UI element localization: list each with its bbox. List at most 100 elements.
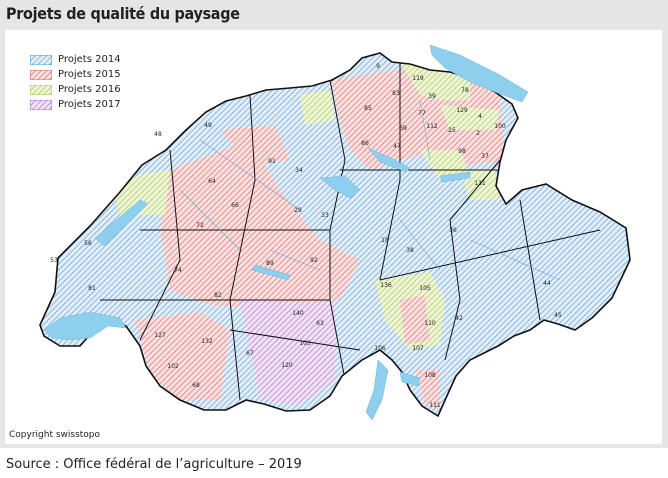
region-label: 39 <box>428 93 436 100</box>
region-projets-2015 <box>135 312 230 400</box>
region-label: 85 <box>364 105 372 112</box>
region-label: 66 <box>231 202 239 209</box>
region-label: 69 <box>399 125 407 132</box>
lake-walensee <box>439 171 471 183</box>
map-switzerland: 9 119 83 78 39 85 77 129 4 100 69 2 112 25 47 86 98 37 131… <box>5 30 662 444</box>
region-label: 42 <box>455 315 463 322</box>
legend-label: Projets 2014 <box>58 54 121 65</box>
region-label: 78 <box>461 87 469 94</box>
region-label: 37 <box>481 153 489 160</box>
region-label: 48 <box>154 131 162 138</box>
region-label: 89 <box>266 260 274 267</box>
region-projets-2015 <box>400 295 430 345</box>
region-label: 91 <box>268 158 276 165</box>
lake-lugano <box>399 371 421 387</box>
legend: Projets 2014 Projets 2015 Projets 2016 P… <box>30 52 121 112</box>
district-border <box>179 189 241 251</box>
region-label: 132 <box>201 338 213 345</box>
region-label: 68 <box>192 382 200 389</box>
lake-maggiore <box>365 359 389 421</box>
region-label: 120 <box>281 362 293 369</box>
legend-swatch-2014 <box>30 54 52 65</box>
district-border <box>199 139 301 211</box>
district-border <box>269 249 321 271</box>
legend-label: Projets 2016 <box>58 84 121 95</box>
region-label: 81 <box>88 285 96 292</box>
region-label: 112 <box>426 123 438 130</box>
region-label: 47 <box>393 143 401 150</box>
region-label: 100 <box>494 123 506 130</box>
region-projets-2017 <box>240 300 335 405</box>
region-label: 110 <box>424 320 436 327</box>
region-label: 64 <box>208 178 216 185</box>
region-label: 49 <box>204 122 212 129</box>
legend-label: Projets 2015 <box>58 69 121 80</box>
legend-item-2015: Projets 2015 <box>30 67 121 82</box>
legend-item-2016: Projets 2016 <box>30 82 121 97</box>
region-label: 82 <box>214 292 222 299</box>
copyright-note: Copyright swisstopo <box>9 430 101 440</box>
lakes <box>43 44 529 421</box>
region-label: 127 <box>154 332 166 339</box>
region-label: 18 <box>381 237 389 244</box>
region-label: 45 <box>554 312 562 319</box>
region-border <box>444 159 501 361</box>
region-label: 63 <box>316 320 324 327</box>
region-label: 107 <box>412 345 424 352</box>
lake-constance <box>429 44 529 103</box>
region-label: 77 <box>418 110 426 117</box>
region-projets-2016 <box>400 62 470 100</box>
region-border <box>229 329 361 351</box>
lake-zurich <box>367 147 411 173</box>
region-label: 34 <box>295 167 303 174</box>
lake-lucerne <box>319 175 361 199</box>
region-label: 106 <box>374 345 386 352</box>
region-label: 36 <box>449 227 457 234</box>
region-label: 74 <box>174 267 182 274</box>
region-label: 72 <box>196 222 204 229</box>
region-label: 53 <box>50 257 58 264</box>
region-borders <box>100 62 601 401</box>
region-label: 86 <box>361 140 369 147</box>
legend-label: Projets 2017 <box>58 99 121 110</box>
region-border <box>379 229 601 281</box>
country-border <box>39 52 631 418</box>
lake-geneva <box>43 311 127 341</box>
source-note: Source : Office fédéral de l’agriculture… <box>6 457 302 472</box>
region-label: 136 <box>380 282 392 289</box>
region-projets-2016 <box>420 150 470 180</box>
region-label: 129 <box>456 107 468 114</box>
page-title: Projets de qualité du paysage <box>6 4 240 23</box>
region-label: 25 <box>448 127 456 134</box>
region-label: 108 <box>424 372 436 379</box>
region-label: 140 <box>292 310 304 317</box>
lake-thun <box>251 264 291 281</box>
region-label: 111 <box>429 402 441 409</box>
region-label: 103 <box>299 340 311 347</box>
district-border <box>469 239 561 281</box>
region-label: 33 <box>321 212 329 219</box>
lake-neuchatel <box>94 199 149 247</box>
region-label: 44 <box>543 280 551 287</box>
district-border <box>399 219 441 271</box>
region-label: 67 <box>246 350 254 357</box>
region-label: 38 <box>406 247 414 254</box>
region-label: 29 <box>294 207 302 214</box>
region-border <box>229 94 256 401</box>
region-label: 98 <box>458 148 466 155</box>
region-label: 102 <box>167 363 179 370</box>
region-label: 4 <box>478 113 482 120</box>
region-border <box>139 149 181 341</box>
region-label: 83 <box>392 90 400 97</box>
region-label: 119 <box>412 75 424 82</box>
region-projets-2015 <box>160 140 360 310</box>
region-label: 2 <box>476 130 480 137</box>
region-label: 92 <box>310 257 318 264</box>
region-label: 131 <box>474 180 486 187</box>
region-border <box>379 62 401 281</box>
region-label: 105 <box>419 285 431 292</box>
legend-item-2014: Projets 2014 <box>30 52 121 67</box>
legend-swatch-2017 <box>30 99 52 110</box>
region-projets-2015 <box>415 370 440 410</box>
region-label: 9 <box>376 63 380 70</box>
